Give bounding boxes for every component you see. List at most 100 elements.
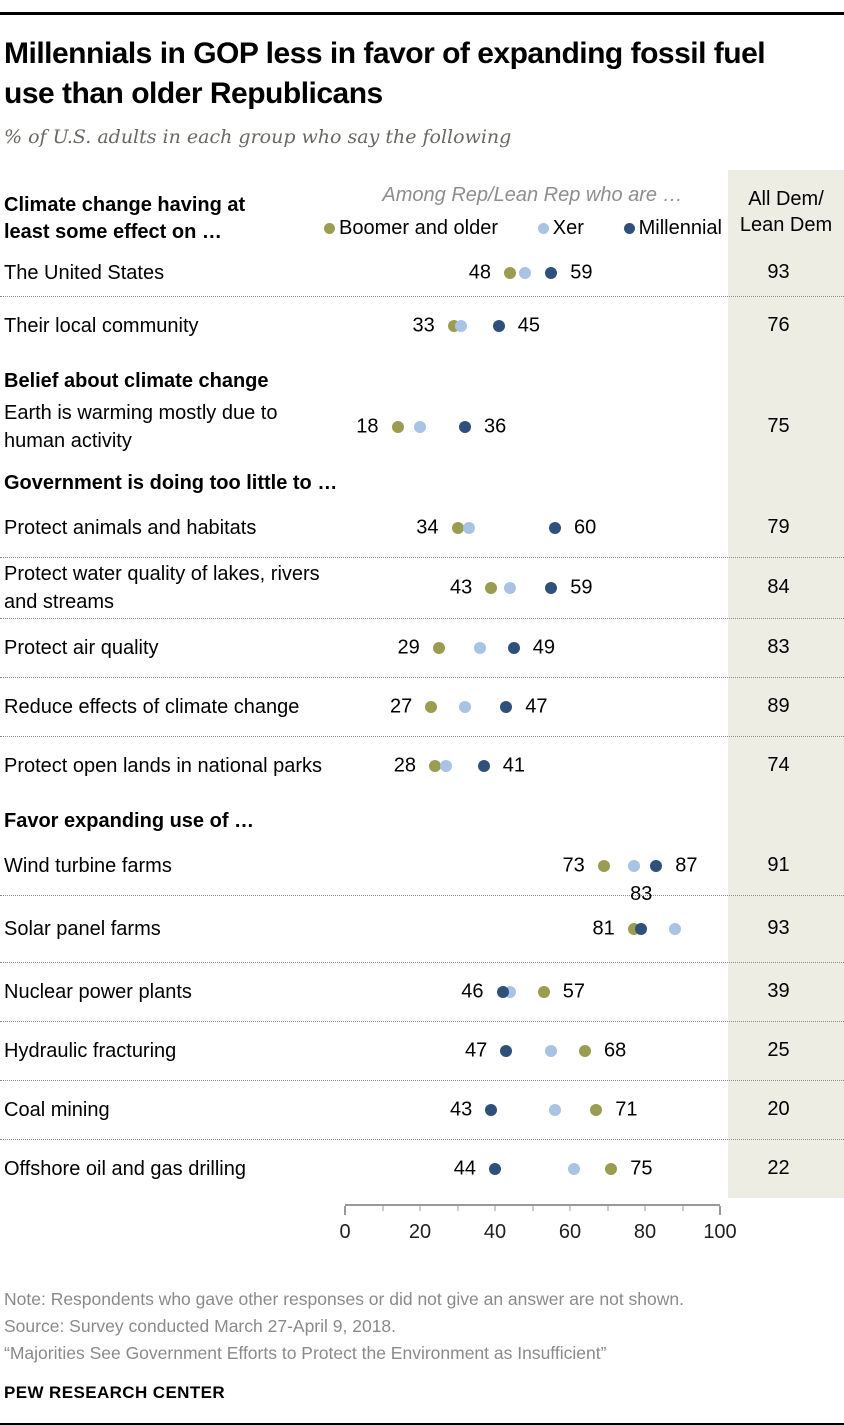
millennial-dot-icon [623, 222, 635, 234]
boomer-dot-icon [590, 1103, 603, 1116]
millennial-dot-icon [500, 1044, 513, 1057]
millennial-dot-icon [477, 759, 490, 772]
axis-tick [344, 1205, 346, 1215]
value-label: 36 [484, 415, 507, 438]
dem-value: 20 [767, 1098, 790, 1121]
xer-dot-icon [459, 700, 471, 713]
dem-value: 83 [767, 636, 790, 659]
boomer-dot-icon [605, 1162, 618, 1175]
xer-dot-icon [504, 581, 516, 594]
value-label: 47 [525, 695, 548, 718]
row-label: Offshore oil and gas drilling [4, 1157, 246, 1180]
boomer-dot-icon [451, 521, 464, 534]
table-row: Their local community 33 45 76 [0, 297, 844, 355]
row-divider [0, 556, 844, 558]
row-label: Reduce effects of climate change [4, 695, 300, 718]
value-label: 47 [465, 1039, 488, 1062]
boomer-dot-icon [425, 700, 438, 713]
axis-tick [532, 1205, 533, 1211]
value-label: 60 [574, 516, 597, 539]
section-header: Favor expanding use of … [4, 809, 255, 832]
dot-plot-area: 28 41 [330, 739, 705, 793]
axis-tick [719, 1205, 721, 1215]
millennial-dot-icon [507, 641, 520, 654]
axis-tick-label: 40 [483, 1220, 507, 1243]
dot-plot-chart: Climate change having at least some effe… [0, 169, 844, 1198]
value-label: 41 [502, 754, 525, 777]
table-row: Reduce effects of climate change 27 47 89 [0, 678, 844, 736]
axis-tick-label: 60 [558, 1220, 582, 1243]
dem-value: 93 [767, 917, 790, 940]
value-label: 28 [393, 754, 416, 777]
axis-tick-label: 100 [703, 1220, 737, 1243]
table-row: Protect animals and habitats 34 60 79 [0, 499, 844, 557]
row-divider [0, 617, 844, 619]
dot-plot-area: 46 57 [330, 965, 705, 1019]
x-axis-scale: 0 20 40 60 80 100 [339, 1203, 737, 1256]
section-header: Climate change having at least some effe… [4, 193, 246, 243]
axis-tick-label: 0 [339, 1220, 351, 1243]
xer-dot-icon [440, 759, 453, 772]
pew-chart-page: Millennials in GOP less in favor of expa… [0, 12, 844, 1425]
value-label: 34 [416, 516, 439, 539]
value-label: 48 [468, 261, 491, 284]
section-header: Belief about climate change [4, 369, 269, 392]
dem-value: 76 [767, 314, 790, 337]
value-label: 43 [450, 576, 473, 599]
dot-plot-area: 33 45 [330, 299, 705, 353]
row-label: Protect animals and habitats [4, 516, 257, 539]
chart-header-band: Climate change having at least some effe… [0, 170, 844, 250]
xer-dot-icon [669, 922, 681, 935]
millennial-dot-icon [545, 266, 558, 279]
row-divider [0, 1138, 844, 1140]
row-divider [0, 295, 844, 297]
dem-value: 91 [767, 854, 790, 877]
axis-tick [457, 1205, 458, 1211]
row-divider [0, 961, 844, 963]
section-header-row: Belief about climate change [0, 355, 844, 397]
value-label: 73 [562, 854, 585, 877]
section-header: Government is doing too little to … [4, 471, 338, 494]
bottom-divider [0, 1422, 844, 1425]
dot-plot-area: 43 59 [330, 560, 705, 616]
source-line: Source: Survey conducted March 27-April … [4, 1315, 397, 1336]
dem-value: 79 [767, 516, 790, 539]
top-divider [0, 12, 844, 15]
axis-tick [569, 1205, 571, 1211]
boomer-dot-icon [324, 222, 335, 234]
legend-label: Xer [552, 216, 584, 239]
axis-tick-label: 80 [633, 1220, 657, 1243]
millennial-dot-icon [492, 319, 505, 332]
brand-footer: PEW RESEARCH CENTER [4, 1382, 226, 1402]
row-divider [0, 735, 844, 737]
millennial-dot-icon [500, 700, 513, 713]
chart-subtitle: % of U.S. adults in each group who say t… [4, 125, 512, 148]
table-row: Protect open lands in national parks 28 41… [0, 737, 844, 795]
boomer-dot-icon [391, 420, 404, 433]
millennial-dot-icon [489, 1162, 501, 1175]
value-label: 44 [453, 1157, 476, 1180]
value-label: 68 [604, 1039, 627, 1062]
table-row: Hydraulic fracturing 47 68 25 [0, 1022, 844, 1080]
table-row: Earth is warming mostly due to human act… [0, 397, 844, 457]
report-line: “Majorities See Government Efforts to Pr… [4, 1342, 607, 1363]
x-axis: 0 20 40 60 80 100 [0, 1203, 844, 1256]
dem-value: 22 [767, 1157, 790, 1180]
legend-label: Millennial [638, 216, 722, 239]
value-label: 87 [675, 854, 698, 877]
row-label: Protect water quality of lakes, rivers a… [4, 562, 320, 613]
dem-value: 39 [767, 980, 790, 1003]
table-row: Offshore oil and gas drilling 44 75 22 [0, 1140, 844, 1198]
xer-dot-icon [474, 641, 486, 654]
xer-dot-icon [627, 859, 640, 872]
row-label: Protect open lands in national parks [4, 754, 322, 777]
row-label: Earth is warming mostly due to human act… [4, 401, 278, 452]
xer-dot-icon [462, 521, 475, 534]
boomer-dot-icon [579, 1044, 591, 1057]
row-label: Hydraulic fracturing [4, 1039, 177, 1062]
footnotes: Note: Respondents who gave other respons… [4, 1286, 840, 1367]
value-label: 59 [570, 576, 593, 599]
dot-plot-area: 18 36 [330, 399, 705, 455]
millennial-dot-icon [485, 1103, 498, 1116]
row-divider [0, 894, 844, 896]
